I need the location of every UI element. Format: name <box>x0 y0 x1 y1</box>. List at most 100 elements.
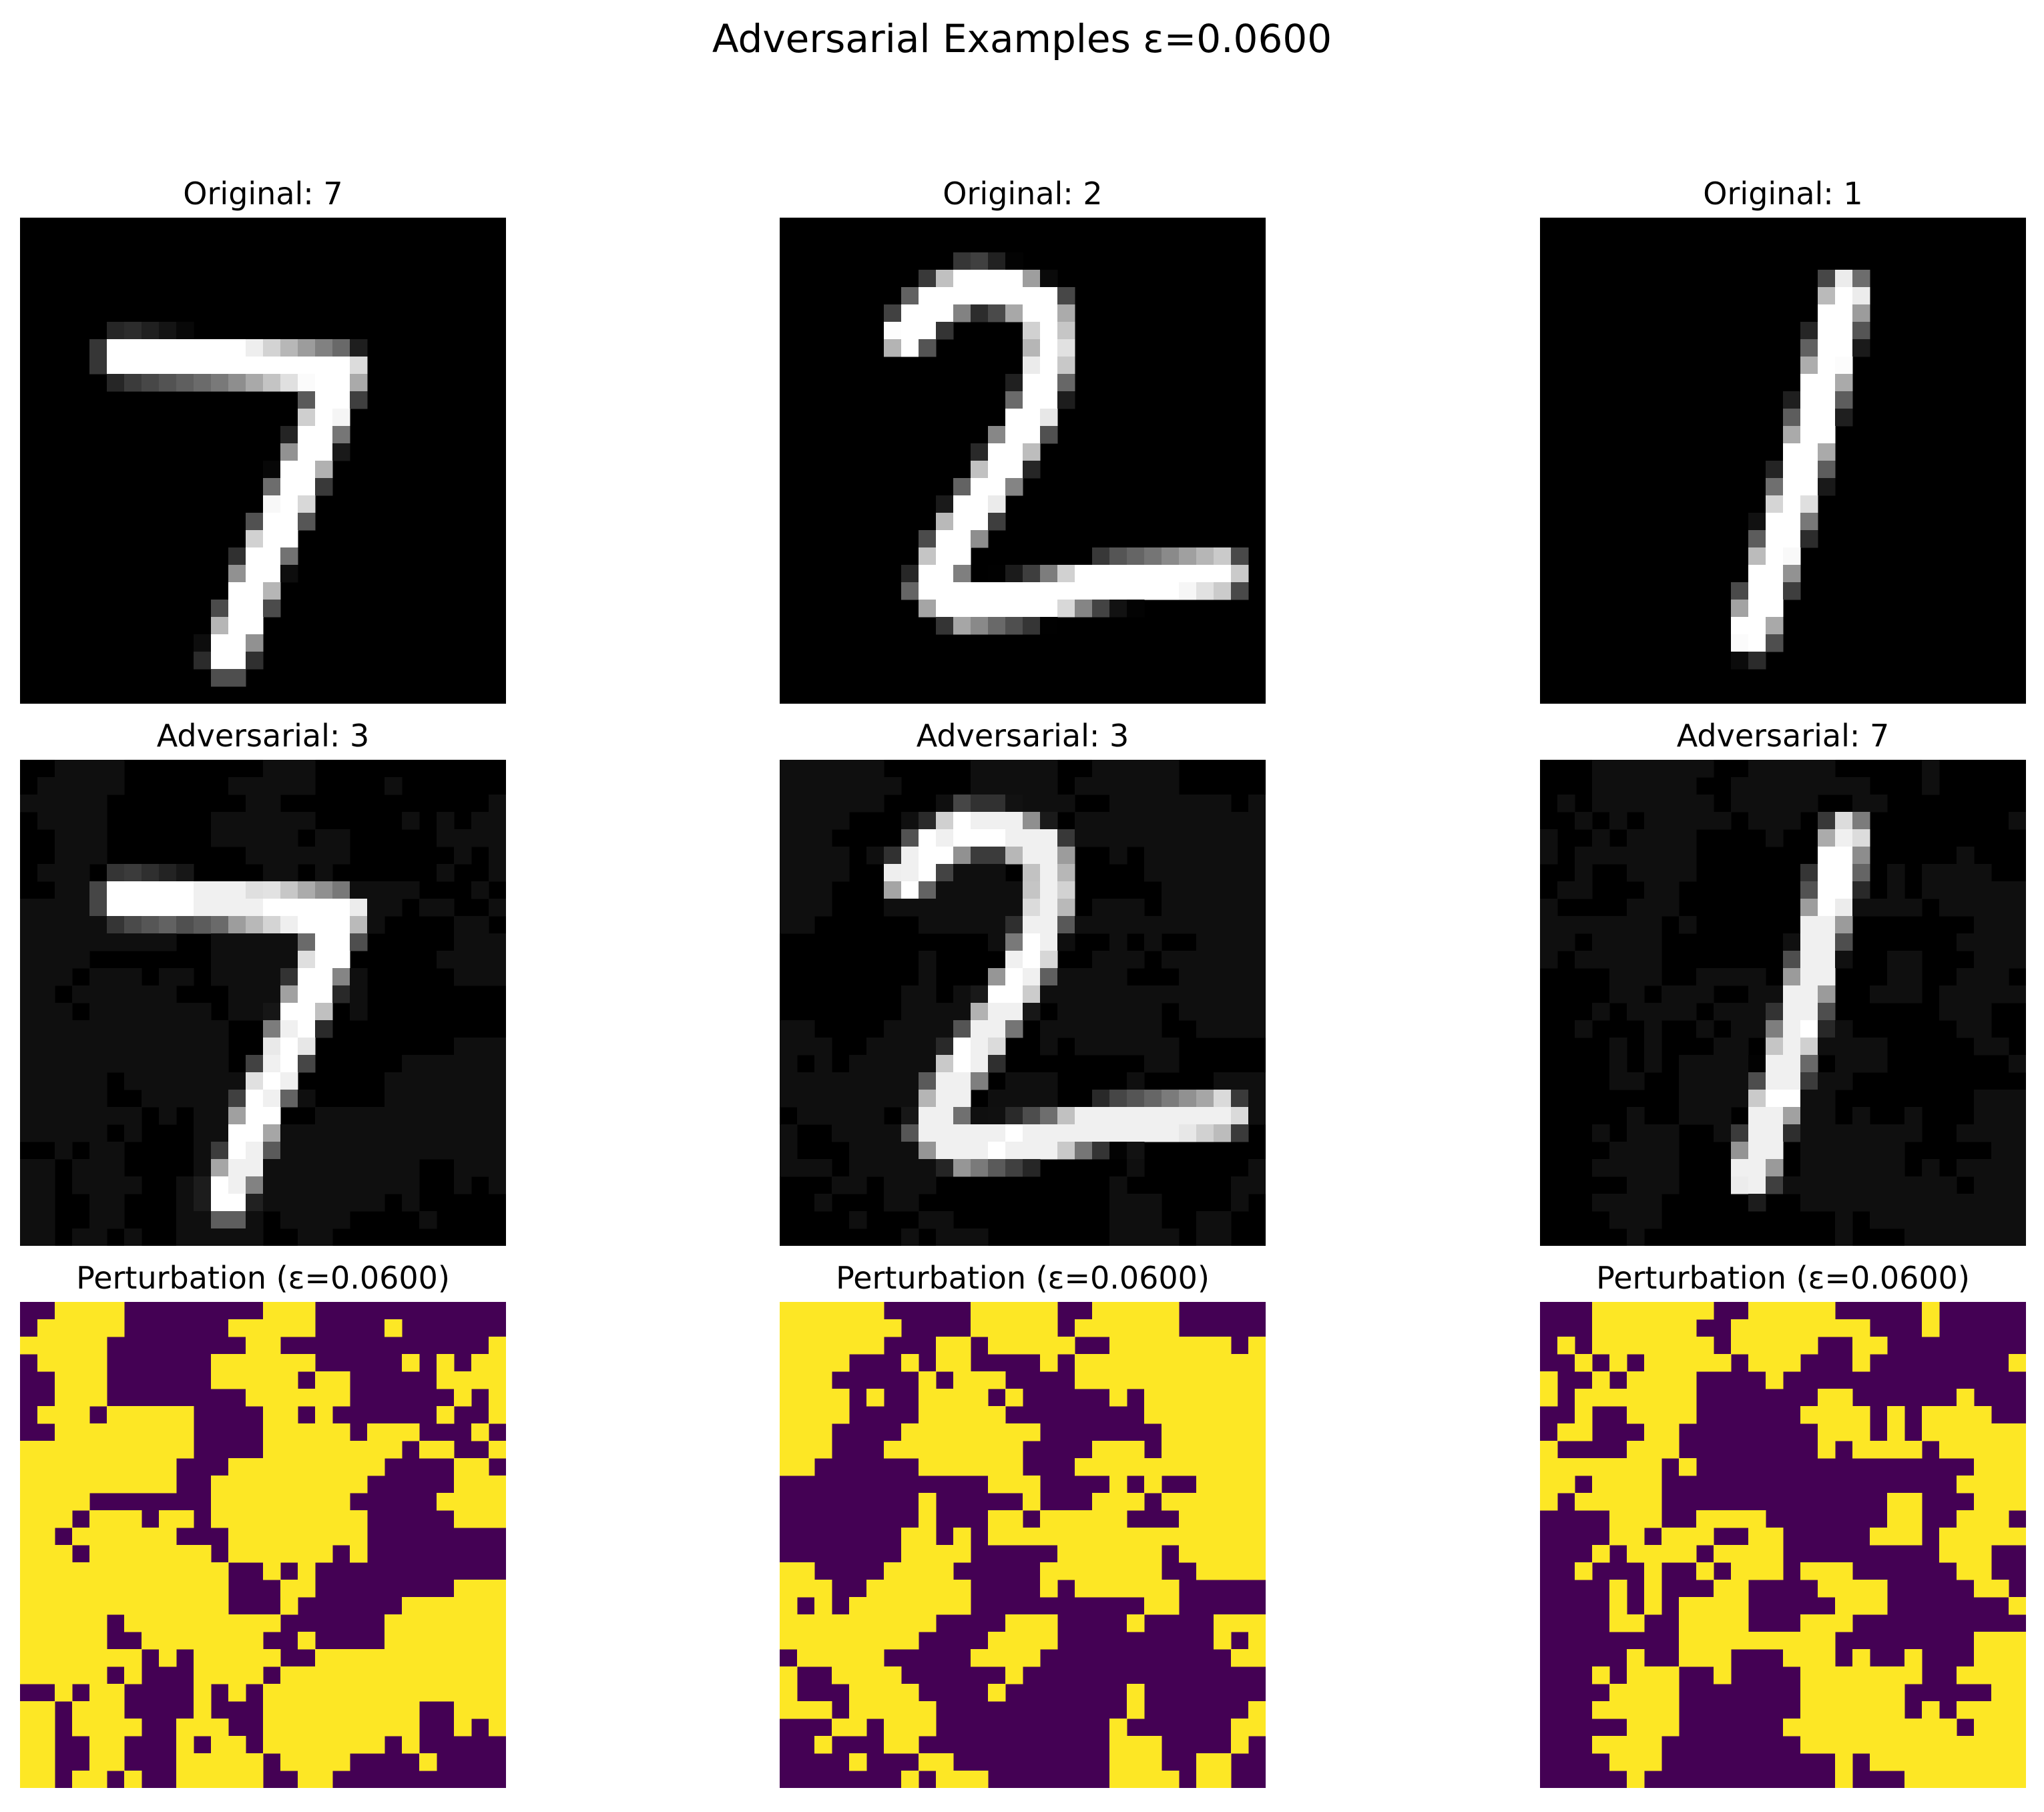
pixel <box>1609 1337 1627 1355</box>
pixel <box>1196 864 1214 882</box>
pixel <box>1214 582 1232 600</box>
pixel <box>1644 1510 1662 1528</box>
pixel <box>263 1142 281 1160</box>
pixel <box>1627 1337 1645 1355</box>
pixel <box>437 1090 455 1108</box>
pixel <box>1748 795 1766 813</box>
pixel <box>1005 391 1023 409</box>
pixel <box>1644 1476 1662 1494</box>
pixel <box>1005 1666 1023 1684</box>
pixel <box>1991 1458 2009 1476</box>
pixel <box>315 374 333 392</box>
pixel <box>37 1632 55 1650</box>
pixel <box>194 1228 212 1246</box>
pixel <box>936 1337 954 1355</box>
pixel <box>1766 600 1784 618</box>
pixel <box>1818 1003 1836 1021</box>
pixel <box>194 339 212 357</box>
pixel <box>1109 951 1127 969</box>
pixel <box>20 1649 38 1667</box>
pixel <box>1592 1319 1610 1337</box>
pixel <box>107 322 125 340</box>
pixel <box>263 1562 281 1580</box>
pixel <box>332 1701 350 1719</box>
pixel <box>1957 1753 1975 1771</box>
pixel <box>1248 1545 1266 1563</box>
pixel <box>124 374 142 392</box>
pixel <box>124 1580 142 1598</box>
pixel <box>2009 1142 2026 1160</box>
pixel <box>315 864 333 882</box>
pixel <box>1092 600 1110 618</box>
pixel <box>350 357 368 375</box>
pixel <box>2009 1107 2026 1125</box>
pixel <box>107 933 125 951</box>
pixel <box>971 864 989 882</box>
pixel <box>814 777 832 795</box>
pixel <box>971 829 989 847</box>
pixel <box>1835 1055 1853 1073</box>
pixel <box>211 829 229 847</box>
pixel <box>1783 1337 1801 1355</box>
pixel <box>988 1038 1006 1056</box>
pixel <box>1679 777 1697 795</box>
pixel <box>1974 1194 1992 1212</box>
pixel <box>280 1666 298 1684</box>
pixel <box>1679 1597 1697 1615</box>
pixel <box>159 1580 177 1598</box>
pixel <box>72 1090 90 1108</box>
pixel <box>936 304 954 322</box>
pixel <box>901 829 919 847</box>
pixel <box>936 1072 954 1090</box>
pixel <box>124 1476 142 1494</box>
pixel <box>866 1580 884 1598</box>
pixel <box>1627 1736 1645 1754</box>
pixel <box>1231 985 1249 1003</box>
pixel <box>454 847 472 865</box>
pixel <box>988 443 1006 461</box>
pixel <box>280 1684 298 1702</box>
pixel <box>124 1771 142 1788</box>
pixel <box>849 1176 867 1194</box>
pixel <box>814 1736 832 1754</box>
pixel <box>1144 1319 1162 1337</box>
pixel <box>280 812 298 830</box>
pixel <box>194 1614 212 1632</box>
pixel <box>832 760 850 778</box>
pixel <box>315 985 333 1003</box>
pixel <box>211 1614 229 1632</box>
pixel <box>1627 985 1645 1003</box>
pixel <box>1005 443 1023 461</box>
pixel <box>814 1194 832 1212</box>
pixel <box>1609 1354 1627 1372</box>
pixel <box>1162 547 1180 565</box>
pixel <box>89 1510 107 1528</box>
pixel <box>1057 582 1075 600</box>
pixel <box>89 795 107 813</box>
pixel <box>1057 933 1075 951</box>
pixel <box>1214 1528 1232 1546</box>
pixel <box>298 1090 316 1108</box>
pixel <box>315 357 333 375</box>
pixel <box>55 1684 73 1702</box>
pixel <box>901 1545 919 1563</box>
pixel <box>1644 812 1662 830</box>
pixel <box>211 812 229 830</box>
pixel <box>1800 409 1818 427</box>
pixel <box>263 1545 281 1563</box>
pixel <box>1109 1124 1127 1142</box>
pixel <box>280 899 298 917</box>
pixel <box>55 951 73 969</box>
pixel <box>159 864 177 882</box>
pixel <box>971 461 989 479</box>
pixel <box>1248 1701 1266 1719</box>
pixel <box>263 1649 281 1667</box>
pixel <box>280 881 298 899</box>
pixel <box>419 1649 437 1667</box>
pixel <box>1644 1597 1662 1615</box>
pixel <box>1818 933 1836 951</box>
pixel <box>797 916 815 934</box>
pixel <box>797 1614 815 1632</box>
pixel <box>1731 652 1749 670</box>
pixel <box>1127 1072 1145 1090</box>
